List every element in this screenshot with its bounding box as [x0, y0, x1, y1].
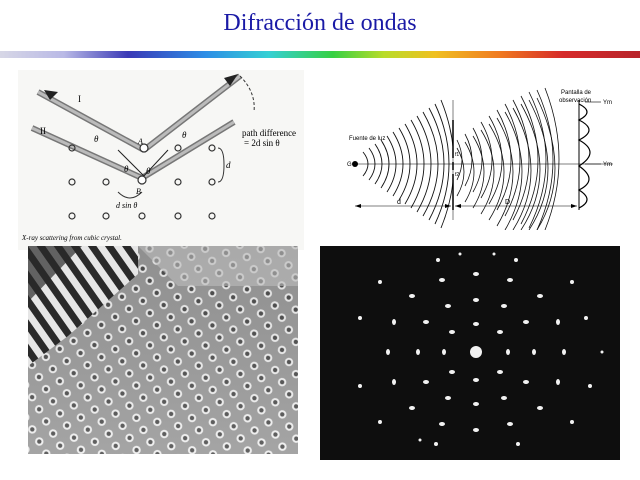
distance-d-label: d	[397, 199, 401, 206]
theta-label-1: θ	[94, 134, 99, 144]
d-sin-theta-label: d sin θ	[116, 201, 137, 210]
rainbow-divider	[0, 51, 640, 58]
slide-title: Difracción de ondas	[223, 10, 417, 36]
d-spacing-label: d	[226, 160, 231, 170]
point-b-label: B	[136, 187, 141, 196]
slit-2-label: f2	[455, 172, 459, 178]
light-source-label: Fuente de luz	[349, 136, 385, 142]
screen-label-2: observación	[559, 98, 591, 104]
bragg-caption: X-ray scattering from cubic crystal.	[21, 234, 122, 242]
ym-mid-label: Ym	[603, 162, 612, 168]
path-difference-formula: = 2d sin θ	[244, 138, 280, 148]
distance-D-label: D	[505, 199, 510, 206]
ripple-tank-photo	[28, 246, 298, 454]
point-g-label: G	[347, 162, 352, 168]
double-slit-diagram: Fuente de luz Pantalla de observación G …	[333, 80, 633, 230]
path-difference-label: path difference	[242, 128, 296, 138]
bragg-diagram: I II θ θ θ θ A B path difference = 2d si…	[18, 70, 304, 250]
diffraction-pattern-photo	[320, 246, 620, 460]
theta-label-2: θ	[182, 130, 187, 140]
theta-label-4: θ	[146, 166, 151, 176]
ym-top-label: Ym	[603, 100, 612, 106]
beam-2-label: II	[40, 126, 46, 136]
beam-1-label: I	[78, 94, 81, 104]
point-a-label: A	[137, 137, 143, 146]
slit-1-label: f1	[455, 152, 459, 158]
screen-label-1: Pantalla de	[561, 90, 592, 96]
theta-label-3: θ	[124, 164, 129, 174]
